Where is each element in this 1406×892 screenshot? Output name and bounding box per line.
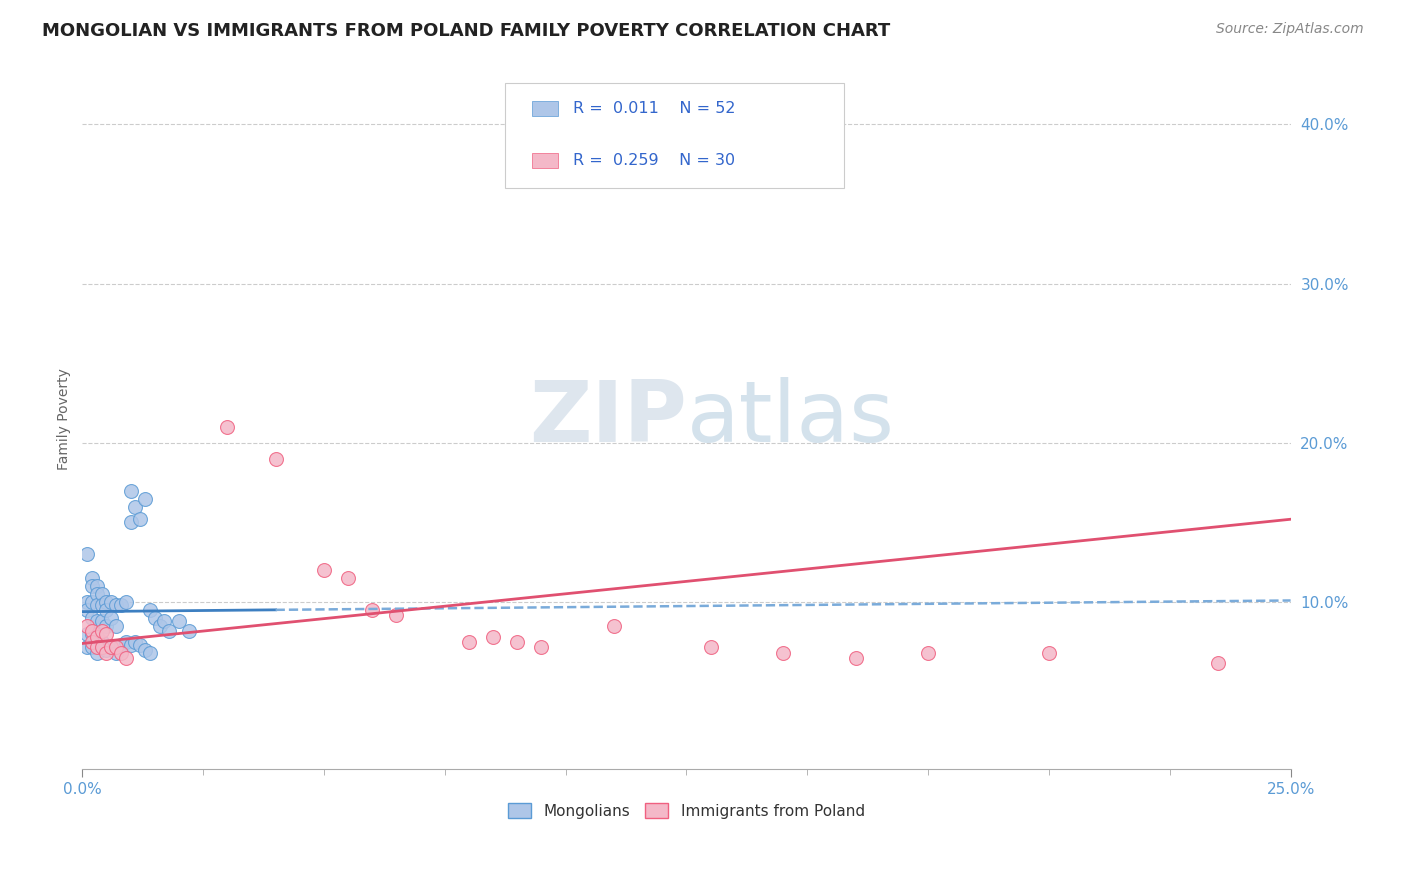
Point: [100, 595, 122, 609]
Point: [217, 420, 239, 434]
Point: [96, 619, 118, 633]
Point: [139, 646, 162, 660]
Point: [80, 571, 103, 585]
Point: [90, 635, 112, 649]
Text: MONGOLIAN VS IMMIGRANTS FROM POLAND FAMILY POVERTY CORRELATION CHART: MONGOLIAN VS IMMIGRANTS FROM POLAND FAMI…: [42, 22, 890, 40]
Point: [139, 603, 162, 617]
Point: [96, 646, 118, 660]
Point: [1038, 646, 1060, 660]
Point: [105, 640, 128, 654]
Point: [80, 635, 103, 649]
Point: [134, 643, 156, 657]
Point: [157, 624, 180, 638]
Point: [143, 611, 166, 625]
Point: [264, 451, 287, 466]
Point: [80, 624, 103, 638]
Point: [120, 483, 142, 498]
Text: R =  0.011    N = 52: R = 0.011 N = 52: [572, 101, 735, 116]
Point: [86, 646, 108, 660]
Point: [105, 646, 128, 660]
Point: [90, 614, 112, 628]
Point: [86, 579, 108, 593]
Point: [86, 599, 108, 613]
Point: [917, 646, 939, 660]
Point: [90, 587, 112, 601]
Point: [845, 650, 868, 665]
Text: ZIP: ZIP: [529, 377, 686, 460]
Y-axis label: Family Poverty: Family Poverty: [58, 368, 72, 470]
Point: [110, 599, 132, 613]
Point: [120, 638, 142, 652]
Point: [167, 614, 190, 628]
Point: [506, 635, 529, 649]
Text: Source: ZipAtlas.com: Source: ZipAtlas.com: [1216, 22, 1364, 37]
Point: [96, 603, 118, 617]
Point: [90, 599, 112, 613]
Point: [80, 611, 103, 625]
Point: [114, 635, 136, 649]
Point: [530, 640, 553, 654]
Point: [134, 491, 156, 506]
Point: [96, 643, 118, 657]
Point: [86, 614, 108, 628]
Point: [129, 512, 152, 526]
Point: [76, 627, 98, 641]
FancyBboxPatch shape: [505, 83, 844, 187]
Point: [86, 630, 108, 644]
Point: [86, 630, 108, 644]
Point: [105, 619, 128, 633]
Point: [337, 571, 360, 585]
Text: R =  0.259    N = 30: R = 0.259 N = 30: [572, 153, 735, 168]
Point: [458, 635, 481, 649]
Point: [124, 635, 146, 649]
Point: [312, 563, 335, 577]
Point: [120, 516, 142, 530]
Bar: [531, 101, 558, 116]
Point: [80, 579, 103, 593]
Point: [76, 619, 98, 633]
Point: [100, 611, 122, 625]
Point: [80, 627, 103, 641]
Point: [110, 646, 132, 660]
Point: [114, 650, 136, 665]
Point: [86, 587, 108, 601]
Point: [603, 619, 626, 633]
Legend: Mongolians, Immigrants from Poland: Mongolians, Immigrants from Poland: [502, 797, 870, 825]
Point: [149, 619, 172, 633]
Bar: [531, 153, 558, 168]
Text: atlas: atlas: [686, 377, 894, 460]
Point: [90, 624, 112, 638]
Point: [76, 603, 98, 617]
Point: [90, 640, 112, 654]
Point: [699, 640, 721, 654]
Point: [96, 595, 118, 609]
Point: [80, 595, 103, 609]
Point: [482, 630, 505, 644]
Point: [100, 640, 122, 654]
Point: [76, 640, 98, 654]
Point: [177, 624, 200, 638]
Point: [1206, 656, 1229, 670]
Point: [772, 646, 794, 660]
Point: [76, 547, 98, 561]
Point: [153, 614, 176, 628]
Point: [361, 603, 384, 617]
Point: [100, 640, 122, 654]
Point: [86, 640, 108, 654]
Point: [96, 627, 118, 641]
Point: [76, 595, 98, 609]
Point: [110, 638, 132, 652]
Point: [105, 599, 128, 613]
Point: [124, 500, 146, 514]
Point: [385, 607, 408, 622]
Point: [114, 595, 136, 609]
Point: [80, 640, 103, 654]
Point: [129, 638, 152, 652]
